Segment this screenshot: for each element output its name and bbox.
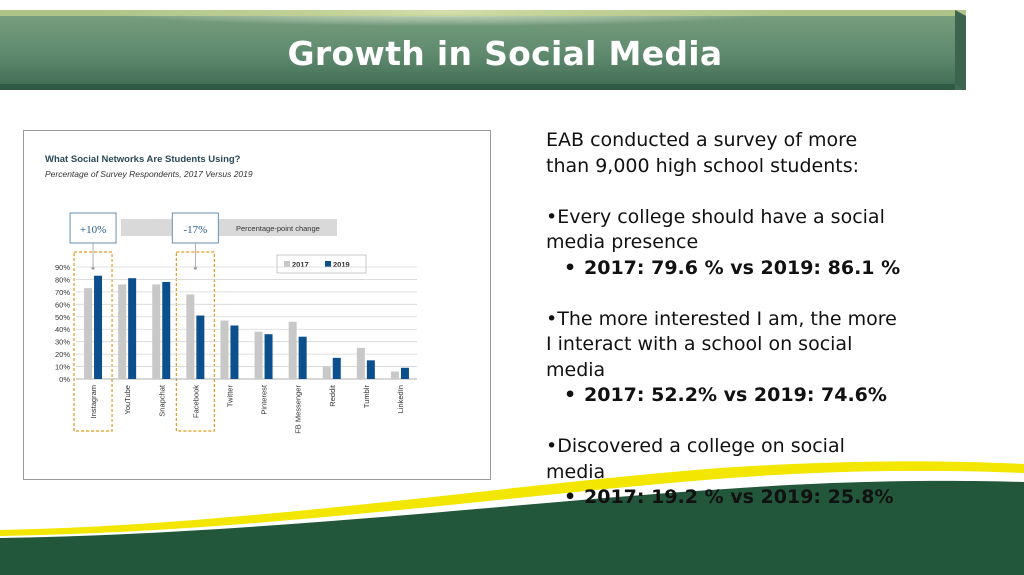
y-tick-label: 10%: [55, 363, 70, 372]
x-tick-label: Reddit: [328, 384, 337, 407]
chart-subtitle: Percentage of Survey Respondents, 2017 V…: [45, 169, 253, 179]
y-tick-label: 0%: [59, 375, 70, 384]
legend-swatch: [325, 261, 331, 267]
y-tick-label: 80%: [55, 275, 70, 284]
y-tick-label: 90%: [55, 263, 70, 272]
point-3-text: •Discovered a college on social media: [546, 435, 845, 483]
point-3-stat: • 2017: 19.2 % vs 2019: 25.8%: [564, 485, 906, 511]
y-tick-label: 60%: [55, 300, 70, 309]
bar-2019: [196, 315, 205, 379]
x-tick-label: FB Messenger: [294, 385, 303, 434]
bar-2017: [84, 288, 93, 379]
footer-wave: [0, 461, 1024, 575]
point-2-stat: • 2017: 52.2% vs 2019: 74.6%: [564, 383, 906, 409]
point-3-stat-text: 2017: 19.2 % vs 2019: 25.8%: [584, 486, 894, 508]
bar-2019: [162, 281, 171, 379]
y-tick-label: 50%: [55, 313, 70, 322]
callout-caption: Percentage-point change: [236, 224, 320, 233]
callout-label: -17%: [183, 224, 207, 236]
point-1-stat: • 2017: 79.6 % vs 2019: 86.1 %: [564, 256, 906, 282]
bar-2019: [128, 278, 137, 379]
title-banner: [0, 10, 966, 90]
intro-text: EAB conducted a survey of more than 9,00…: [546, 129, 859, 177]
chart-panel: What Social Networks Are Students Using?…: [23, 130, 491, 480]
bullet-icon: •: [564, 384, 577, 406]
legend-box: [276, 254, 367, 274]
point-2-stat-text: 2017: 52.2% vs 2019: 74.6%: [584, 384, 887, 406]
bar-2017: [356, 347, 365, 379]
x-tick-label: Facebook: [191, 385, 200, 418]
bullet-icon: •: [564, 256, 577, 279]
bar-2017: [390, 371, 399, 379]
point-1-stat-text: 2017: 79.6 % vs 2019: 86.1 %: [584, 256, 901, 279]
x-tick-label: LinkedIn: [396, 385, 405, 413]
legend-label: 2017: [292, 260, 309, 269]
bar-2019: [264, 334, 273, 379]
chart-title: What Social Networks Are Students Using?: [45, 154, 241, 165]
bar-2019: [230, 325, 239, 379]
bar-2019: [94, 275, 103, 379]
bar-2017: [322, 366, 331, 379]
findings-text: EAB conducted a survey of more than 9,00…: [546, 128, 906, 511]
x-tick-label: Tumblr: [362, 385, 371, 409]
bar-2019: [366, 360, 375, 379]
x-tick-label: Instagram: [89, 385, 98, 418]
x-tick-label: Pinterest: [260, 384, 269, 415]
callout-box: [171, 212, 219, 244]
bar-2017: [288, 321, 297, 379]
legend-label: 2019: [333, 260, 350, 269]
legend-swatch: [284, 261, 290, 267]
x-tick-label: YouTube: [123, 385, 132, 414]
bar-2019: [400, 367, 409, 379]
bar-2019: [298, 336, 307, 379]
y-tick-label: 30%: [55, 338, 70, 347]
bar-2017: [118, 284, 127, 379]
callout-label: +10%: [80, 224, 106, 236]
point-1-text: •Every college should have a social medi…: [546, 205, 885, 254]
y-tick-label: 20%: [55, 350, 70, 359]
bullet-icon: •: [564, 486, 577, 508]
slide-title: Growth in Social Media: [287, 34, 723, 73]
bar-chart: What Social Networks Are Students Using?…: [45, 154, 417, 434]
bar-2017: [186, 294, 195, 379]
x-tick-label: Twitter: [225, 385, 234, 408]
y-tick-label: 40%: [55, 325, 70, 334]
x-tick-label: Snapchat: [157, 384, 166, 417]
point-2-text: •The more interested I am, the more I in…: [546, 307, 897, 381]
bar-2017: [152, 284, 161, 379]
bar-2019: [332, 357, 341, 379]
bar-2017: [254, 331, 263, 379]
bar-2017: [220, 320, 229, 379]
y-tick-label: 70%: [55, 288, 70, 297]
